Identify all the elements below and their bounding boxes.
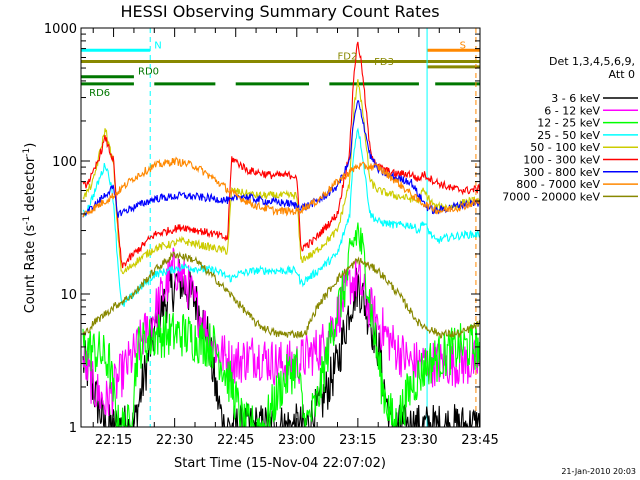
flag-label-fd3: FD3 <box>374 57 394 68</box>
y-tick-label: 1000 <box>44 22 77 37</box>
y-tick-label: 1 <box>69 421 77 436</box>
legend-entry-label: 6 - 12 keV <box>544 104 600 117</box>
legend-entry-label: 12 - 25 keV <box>537 117 600 130</box>
y-axis-ticks: 1 10 100 1000 <box>44 22 480 436</box>
flag-label-n: N <box>154 40 161 51</box>
y-axis-label: Count Rate (s-1 detector-1) <box>22 143 38 314</box>
x-tick-label: 23:30 <box>400 433 437 448</box>
flag-label-rd6: RD6 <box>89 88 110 99</box>
plot-frame <box>80 27 481 428</box>
x-axis-ticks: 22:15 22:30 22:45 23:00 23:15 23:30 23:45 <box>92 28 499 448</box>
plot-area <box>81 28 480 427</box>
legend-header-line2: Att 0 <box>609 68 635 81</box>
legend-entry-label: 800 - 7000 keV <box>516 178 600 191</box>
x-tick-label: 23:15 <box>339 433 376 448</box>
legend-entry-label: 3 - 6 keV <box>551 92 600 105</box>
x-tick-label: 22:45 <box>217 433 254 448</box>
legend-header-line1: Det 1,3,4,5,6,9, <box>549 55 635 68</box>
series-line-7 <box>82 156 480 218</box>
flag-label-fd2: FD2 <box>338 51 358 62</box>
series-line-6 <box>82 100 480 218</box>
series-line-8 <box>82 251 480 339</box>
series-line-5 <box>82 41 480 269</box>
y-tick-label: 10 <box>60 288 77 303</box>
legend-entry-label: 100 - 300 keV <box>523 154 600 167</box>
legend-entry-label: 50 - 100 keV <box>530 141 600 154</box>
chart-title: HESSI Observing Summary Count Rates <box>120 2 439 21</box>
flag-label-s: S <box>460 40 466 51</box>
y-tick-label: 100 <box>52 155 77 170</box>
x-tick-label: 22:15 <box>95 433 132 448</box>
series-line-2 <box>82 222 480 427</box>
legend-entry-label: 300 - 800 keV <box>523 166 600 179</box>
footer-date: 21-Jan-2010 20:03 <box>561 467 636 476</box>
x-tick-label: 23:00 <box>278 433 315 448</box>
x-tick-label: 22:30 <box>156 433 193 448</box>
flag-label-rd0: RD0 <box>138 67 159 78</box>
legend-entry-label: 25 - 50 keV <box>537 129 600 142</box>
legend-entry-label: 7000 - 20000 keV <box>502 190 600 203</box>
x-tick-label: 23:45 <box>461 433 498 448</box>
x-axis-label: Start Time (15-Nov-04 22:07:02) <box>174 456 386 471</box>
